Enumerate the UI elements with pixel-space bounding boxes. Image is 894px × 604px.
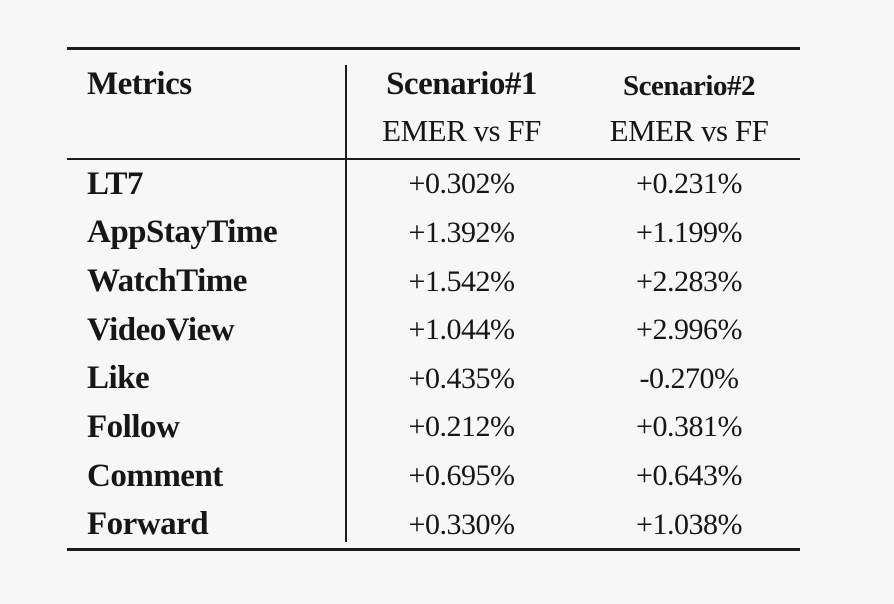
metric-label: WatchTime xyxy=(87,263,247,300)
header-scenario2-cell: Scenario#2 EMER vs FF xyxy=(578,50,800,158)
metric-label: Like xyxy=(87,360,150,397)
metric-label: LT7 xyxy=(87,165,144,202)
metric-label: Forward xyxy=(87,506,209,543)
table-row: AppStayTime +1.392% +1.199% xyxy=(67,209,800,258)
header-scenario1-subtitle: EMER vs FF xyxy=(382,113,541,148)
header-scenario1-title: Scenario#1 xyxy=(386,66,537,102)
table-row: Comment +0.695% +0.643% xyxy=(67,452,800,501)
table-row: Follow +0.212% +0.381% xyxy=(67,403,800,452)
scenario1-value: +0.695% xyxy=(408,459,515,493)
scenario2-value: +0.381% xyxy=(636,410,742,444)
table-row: WatchTime +1.542% +2.283% xyxy=(67,257,800,306)
scenario2-value: +0.231% xyxy=(636,167,742,201)
scenario2-value: -0.270% xyxy=(639,361,739,395)
scenario2-value: +2.283% xyxy=(636,264,742,298)
scenario1-value: +0.330% xyxy=(408,507,515,541)
header-scenario2-subtitle: EMER vs FF xyxy=(609,113,769,148)
header-metrics-label: Metrics xyxy=(87,66,192,102)
metric-label: Follow xyxy=(87,408,180,445)
header-scenario2-title: Scenario#2 xyxy=(623,70,755,102)
scenario1-value: +0.212% xyxy=(408,410,515,444)
column-divider xyxy=(345,65,347,542)
results-table: Metrics Scenario#1 EMER vs FF Scenario#2… xyxy=(67,47,800,551)
metric-label: Comment xyxy=(87,457,223,494)
table-row: Forward +0.330% +1.038% xyxy=(67,500,800,549)
scenario2-value: +1.199% xyxy=(636,215,742,249)
metric-label: VideoView xyxy=(87,311,235,348)
header-metrics-cell: Metrics xyxy=(67,50,345,158)
scenario1-value: +1.044% xyxy=(408,313,515,347)
scenario2-value: +0.643% xyxy=(636,459,742,493)
scenario1-value: +1.392% xyxy=(408,215,515,249)
table-body: LT7 +0.302% +0.231% AppStayTime +1.392% … xyxy=(67,160,800,549)
scenario2-value: +2.996% xyxy=(636,313,742,347)
table-row: VideoView +1.044% +2.996% xyxy=(67,306,800,355)
metric-label: AppStayTime xyxy=(87,214,278,251)
header-scenario1-cell: Scenario#1 EMER vs FF xyxy=(345,50,578,158)
scenario1-value: +0.435% xyxy=(408,361,515,395)
table-row: LT7 +0.302% +0.231% xyxy=(67,160,800,209)
scenario2-value: +1.038% xyxy=(636,507,742,541)
table-row: Like +0.435% -0.270% xyxy=(67,355,800,404)
scenario1-value: +0.302% xyxy=(408,167,515,201)
scenario1-value: +1.542% xyxy=(408,264,515,298)
table-header: Metrics Scenario#1 EMER vs FF Scenario#2… xyxy=(67,50,800,160)
